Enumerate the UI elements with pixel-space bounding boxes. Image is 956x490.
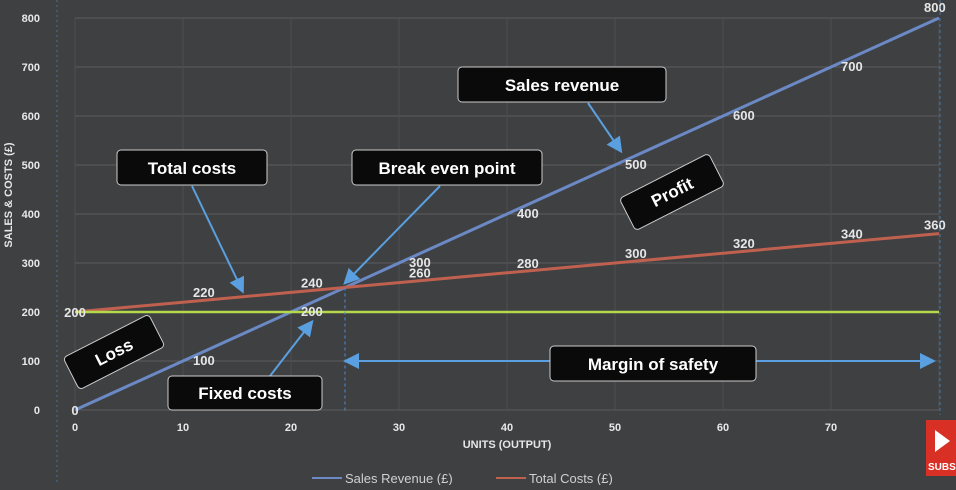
costs-data-label: 280 [517,256,539,271]
x-tick-label: 40 [501,422,513,434]
sales-data-label: 700 [841,59,863,74]
callout-margin-of-safety-label: Margin of safety [588,355,719,374]
y-tick-label: 600 [22,111,40,123]
costs-data-label: 240 [301,275,323,290]
subscribe-label: SUBSC [928,462,956,473]
subscribe-button[interactable]: SUBSC [926,420,956,476]
play-icon [935,430,950,452]
x-tick-label: 0 [72,422,78,434]
costs-data-label: 340 [841,226,863,241]
sales-data-label: 0 [71,403,78,418]
costs-data-label: 260 [409,266,431,281]
sales-data-label: 800 [924,0,946,15]
y-tick-label: 700 [22,62,40,74]
sales-data-label: 100 [193,353,215,368]
break-even-arrow [343,185,441,285]
costs-data-label: 320 [733,236,755,251]
callout-break-even-label: Break even point [379,159,516,178]
sales-data-label: 200 [301,304,323,319]
fixed-costs-arrow [269,319,314,377]
x-tick-label: 50 [609,422,621,434]
x-axis-title: UNITS (OUTPUT) [463,439,552,451]
x-tick-label: 10 [177,422,189,434]
y-tick-label: 300 [22,258,40,270]
y-tick-label: 500 [22,160,40,172]
sales-data-label: 500 [625,157,647,172]
sales-data-label: 300 [409,255,431,270]
callout-fixed-costs-label: Fixed costs [198,384,292,403]
costs-data-label: 300 [625,246,647,261]
x-tick-label: 30 [393,422,405,434]
sales-revenue-line [74,16,940,412]
y-tick-label: 400 [22,209,40,221]
y-tick-label: 0 [34,405,40,417]
data-labels: 0 100 200 300 400 500 600 700 800 200 220 240 260 280… [64,0,946,418]
y-tick-label: 800 [22,13,40,25]
sales-revenue-arrow [587,102,623,154]
callout-total-costs: Total costs [116,149,268,186]
x-tick-label: 70 [825,422,837,434]
legend: Sales Revenue (£) Total Costs (£) [312,471,613,486]
sales-data-label: 400 [517,206,539,221]
costs-data-label: 200 [64,305,86,320]
callout-sales-revenue-label: Sales revenue [505,76,619,95]
x-tick-label: 20 [285,422,297,434]
costs-data-label: 360 [924,218,946,233]
callout-loss: Loss [63,315,165,389]
costs-data-label: 220 [193,285,215,300]
x-tick-label: 60 [717,422,729,434]
total-costs-arrow [191,185,245,294]
callout-break-even: Break even point [351,149,543,186]
callout-total-costs-label: Total costs [148,159,236,178]
legend-label-costs: Total Costs (£) [529,471,613,485]
callout-sales-revenue: Sales revenue [457,66,667,103]
callout-fixed-costs: Fixed costs [167,375,323,411]
series-lines [74,16,940,412]
y-tick-label: 200 [22,307,40,319]
y-tick-label: 100 [22,356,40,368]
y-axis-title: SALES & COSTS (£) [3,142,15,247]
callout-margin-of-safety: Margin of safety [549,345,757,382]
legend-label-sales: Sales Revenue (£) [345,471,453,485]
sales-data-label: 600 [733,108,755,123]
total-costs-line [74,232,940,314]
